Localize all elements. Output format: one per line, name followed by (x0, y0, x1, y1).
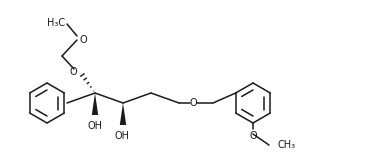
Polygon shape (120, 103, 126, 125)
Text: CH₃: CH₃ (277, 140, 295, 150)
Text: O: O (79, 35, 87, 45)
Text: OH: OH (114, 131, 130, 141)
Text: OH: OH (87, 121, 103, 131)
Text: H₃C: H₃C (47, 18, 65, 28)
Polygon shape (92, 93, 98, 115)
Text: O: O (249, 131, 257, 141)
Text: O: O (69, 67, 77, 77)
Text: O: O (189, 98, 197, 108)
